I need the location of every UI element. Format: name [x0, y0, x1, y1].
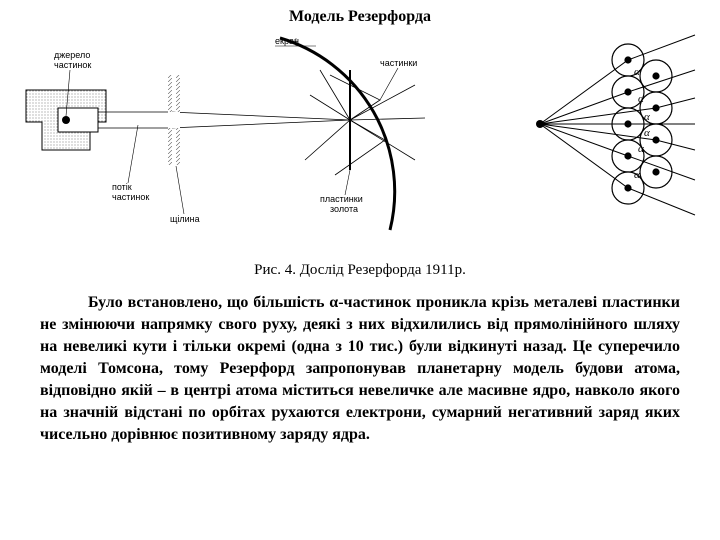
alpha-label-2: α [638, 93, 644, 105]
label-slit: щілина [170, 214, 200, 224]
alpha-label-1: α [634, 66, 640, 78]
body-paragraph: Було встановлено, що більшість α-частино… [40, 292, 680, 447]
page-title: Модель Резерфорда [0, 8, 720, 26]
label-source-line1: джерело [54, 50, 90, 60]
alpha-label-6: α [634, 169, 640, 181]
rutherford-figure: джерело частинок екран частинки потік ча… [20, 30, 700, 260]
figure-caption: Рис. 4. Дослід Резерфорда 1911р. [0, 262, 720, 279]
alpha-label-5: α [638, 143, 644, 155]
label-screen: екран [275, 36, 299, 46]
label-beam-line1: потік [112, 182, 132, 192]
label-particles: частинки [380, 58, 417, 68]
alpha-label-4: α [644, 127, 650, 139]
label-source-line2: частинок [54, 60, 91, 70]
label-foil-line1: пластинки [320, 194, 363, 204]
label-beam-line2: частинок [112, 192, 149, 202]
alpha-label-3: α [644, 111, 650, 123]
label-foil-line2: золота [330, 204, 358, 214]
